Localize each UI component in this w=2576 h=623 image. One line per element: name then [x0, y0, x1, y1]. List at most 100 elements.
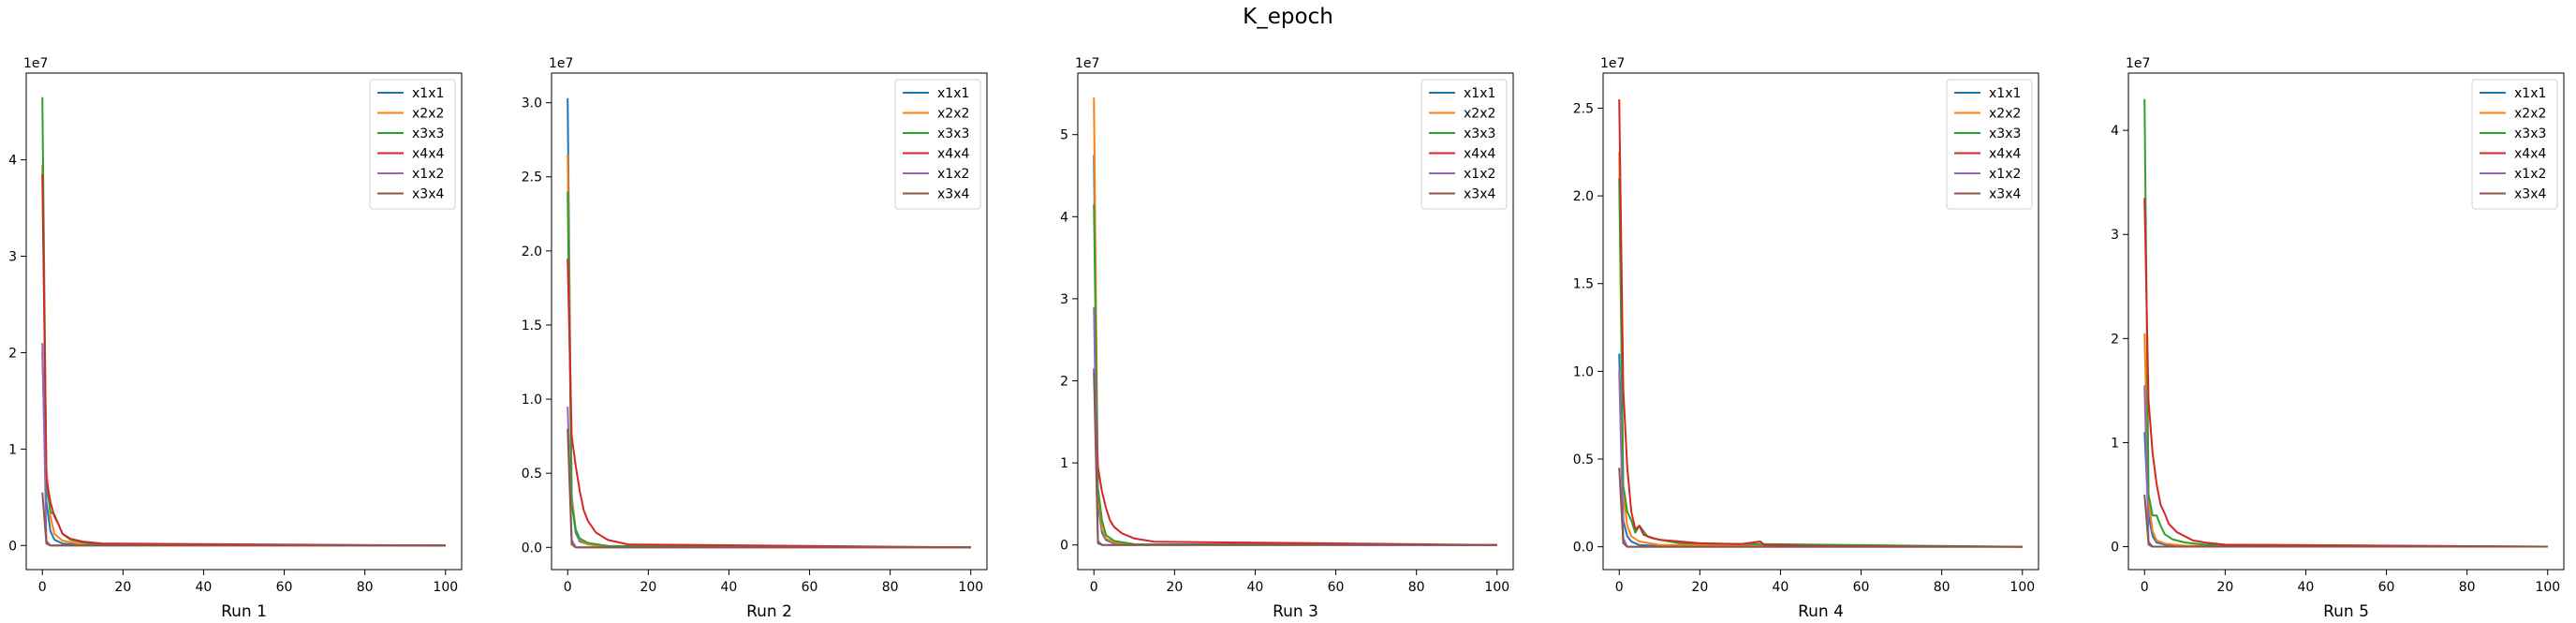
legend-label-x1x2: x1x2 [2514, 167, 2546, 182]
subplot-2: 0 20 40 60 80 100 0.0 0.5 1.0 1.5 2.0 2.5 3.0 1e7 Run … [522, 56, 988, 621]
y-tick-label: 1.5 [522, 319, 542, 334]
x-tick-label: 60 [1328, 580, 1345, 595]
series-line-x3x4 [1093, 372, 1497, 546]
y-tick-label: 2 [1060, 375, 1068, 390]
y-tick-label: 4 [1060, 210, 1068, 225]
legend-label-x3x3: x3x3 [1989, 126, 2021, 141]
legend-label-x4x4: x4x4 [937, 147, 969, 162]
x-tick-label: 60 [802, 580, 818, 595]
legend-label-x1x2: x1x2 [1989, 167, 2021, 182]
series-line-x4x4 [2143, 198, 2548, 548]
x-tick-label: 100 [958, 580, 983, 595]
legend-label-x2x2: x2x2 [937, 107, 969, 122]
legend-label-x1x1: x1x1 [1464, 86, 1495, 101]
legend-label-x3x4: x3x4 [412, 187, 444, 202]
legend-label-x1x1: x1x1 [1989, 86, 2021, 101]
legend-label-x4x4: x4x4 [1464, 147, 1495, 162]
series-line-x1x2 [2143, 385, 2548, 548]
legend-label-x2x2: x2x2 [1464, 107, 1495, 122]
y-tick-label: 1 [2111, 436, 2119, 451]
y-tick-label: 2.5 [1573, 101, 1594, 116]
subplot-1: 0 20 40 60 80 100 0 1 2 3 4 1e7 Run 1 x1x1 x2x2 x3x3 x4x… [8, 56, 463, 621]
legend-label-x3x4: x3x4 [1464, 187, 1495, 202]
x-tick-label: 100 [1484, 580, 1509, 595]
y-scale-label: 1e7 [2126, 56, 2150, 71]
legend-label-x3x4: x3x4 [1989, 187, 2021, 202]
legend-label-x2x2: x2x2 [1989, 107, 2021, 122]
x-tick-label: 0 [2141, 580, 2149, 595]
y-tick-label: 1.0 [1573, 364, 1594, 379]
y-tick-label: 3 [1060, 292, 1068, 307]
x-tick-label: 0 [564, 580, 572, 595]
x-tick-label: 60 [1853, 580, 1870, 595]
x-axis-label: Run 2 [746, 602, 792, 621]
series-line-x3x4 [1618, 467, 2023, 548]
x-tick-label: 80 [1934, 580, 1950, 595]
subplot-3: 0 20 40 60 80 100 0 1 2 3 4 5 1e7 Run 3 x1x1 x2x2 x3x3 x4… [1060, 56, 1514, 621]
series-line-x2x2 [567, 154, 971, 549]
x-tick-label: 40 [2298, 580, 2315, 595]
x-tick-label: 20 [1166, 580, 1183, 595]
series-line-x3x4 [567, 428, 971, 549]
figure-title: K_epoch [1243, 5, 1333, 29]
legend-label-x1x2: x1x2 [937, 167, 969, 182]
legend-label-x4x4: x4x4 [1989, 147, 2021, 162]
subplot-5: 0 20 40 60 80 100 0 1 2 3 4 1e7 Run 5 x1x1 x2x2 x3x3 x4x… [2111, 56, 2565, 621]
series-line-x1x1 [2143, 432, 2548, 548]
series-line-x2x2 [1618, 152, 2023, 548]
x-tick-label: 60 [276, 580, 293, 595]
series-line-x4x4 [567, 258, 971, 549]
x-tick-label: 20 [640, 580, 656, 595]
y-tick-label: 1.5 [1573, 277, 1594, 292]
y-tick-label: 0.0 [522, 541, 542, 556]
y-scale-label: 1e7 [23, 56, 48, 71]
series-line-x3x4 [41, 492, 446, 547]
x-axis-label: Run 3 [1273, 602, 1318, 621]
legend-label-x1x1: x1x1 [937, 86, 969, 101]
legend-label-x4x4: x4x4 [2514, 147, 2546, 162]
legend-label-x3x4: x3x4 [937, 187, 969, 202]
series-line-x3x3 [1618, 178, 2023, 548]
y-tick-label: 3.0 [522, 96, 542, 111]
series-line-x1x1 [41, 352, 446, 547]
y-tick-label: 2.0 [1573, 189, 1594, 204]
subplot-4: 0 20 40 60 80 100 0.0 0.5 1.0 1.5 2.0 2.5 1e7 Run 4 x1… [1573, 56, 2039, 621]
y-scale-label: 1e7 [549, 56, 573, 71]
legend-label-x3x3: x3x3 [937, 126, 969, 141]
y-tick-label: 4 [8, 154, 17, 169]
legend-label-x4x4: x4x4 [412, 147, 444, 162]
y-tick-label: 3 [2111, 228, 2119, 243]
series-line-x3x3 [567, 191, 971, 549]
series-line-x2x2 [41, 164, 446, 547]
y-tick-label: 4 [2111, 124, 2119, 139]
series-line-x1x2 [567, 406, 971, 549]
legend-label-x1x2: x1x2 [412, 167, 444, 182]
series-line-x4x4 [1093, 368, 1497, 546]
y-scale-label: 1e7 [1075, 56, 1099, 71]
x-tick-label: 0 [1090, 580, 1098, 595]
y-scale-label: 1e7 [1600, 56, 1625, 71]
x-tick-label: 80 [2459, 580, 2476, 595]
y-tick-label: 0.0 [1573, 541, 1594, 556]
y-tick-label: 1.0 [522, 393, 542, 408]
x-tick-label: 40 [1773, 580, 1789, 595]
legend-label-x1x2: x1x2 [1464, 167, 1495, 182]
y-tick-label: 0 [2111, 541, 2119, 556]
y-tick-label: 0 [1060, 539, 1068, 554]
x-tick-label: 80 [357, 580, 374, 595]
legend-label-x3x4: x3x4 [2514, 187, 2546, 202]
y-tick-label: 2.0 [522, 245, 542, 260]
series-line-x3x3 [2143, 98, 2548, 548]
legend-label-x3x3: x3x3 [412, 126, 444, 141]
axes-frame [1077, 72, 1514, 571]
x-axis-label: Run 5 [2323, 602, 2369, 621]
x-tick-label: 0 [38, 580, 47, 595]
y-tick-label: 2 [8, 346, 17, 361]
x-tick-label: 100 [2009, 580, 2035, 595]
y-tick-label: 0.5 [1573, 452, 1594, 467]
x-tick-label: 40 [1247, 580, 1264, 595]
axes-frame [2127, 72, 2565, 571]
series-line-x4x4 [1618, 99, 2023, 548]
